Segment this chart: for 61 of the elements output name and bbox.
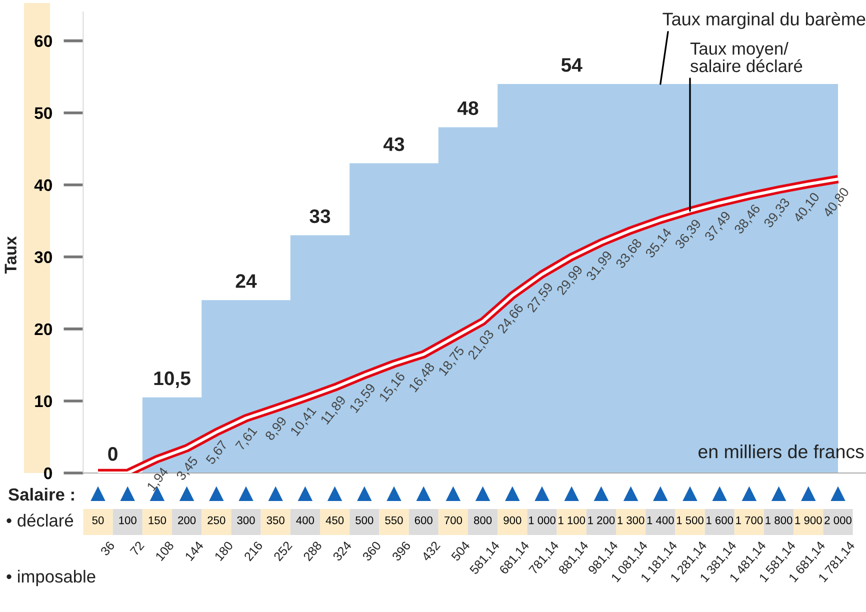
x-tick-label: 900 [504, 516, 522, 524]
data-label: 33 [310, 209, 330, 224]
x-tick-label: 1 900 [795, 516, 822, 524]
x-tick-label: 50 [92, 516, 104, 524]
x-tick-label: 500 [356, 516, 374, 524]
text: 252 [273, 540, 293, 562]
x-tick-label: 1 600 [706, 516, 734, 524]
text: 144 [184, 540, 204, 562]
text: • imposable [6, 570, 96, 586]
data-label: 48 [457, 101, 478, 116]
y-tick-label: 30 [34, 251, 52, 264]
y-tick-label: 10 [35, 395, 52, 408]
data-label: 24 [236, 274, 257, 288]
y-tick-label: 0 [44, 467, 52, 480]
x-tick-label: 1 400 [647, 516, 674, 524]
x-tick-label: 2 000 [824, 516, 852, 524]
annotation: en milliers de francs [698, 444, 864, 458]
text: 432 [420, 540, 441, 562]
text: 36 [100, 540, 116, 556]
text: • déclaré [6, 514, 74, 527]
y-tick-label: 40 [34, 179, 52, 192]
x-tick-label: 250 [208, 516, 226, 524]
text: 216 [244, 540, 264, 562]
data-label: 43 [383, 137, 404, 152]
y-axis-title: Taux [4, 236, 16, 274]
x-tick-label: 1 200 [588, 516, 615, 524]
x-tick-label: 1 100 [558, 516, 586, 524]
text: 108 [155, 540, 174, 562]
text: 324 [332, 540, 352, 562]
x-tick-label: 150 [148, 516, 166, 524]
y-tick-label: 20 [34, 323, 52, 336]
x-tick-label: 1 500 [676, 516, 704, 524]
text: Taux marginal du barème [662, 12, 866, 30]
x-tick-label: 1 000 [528, 516, 556, 524]
data-label: 54 [561, 58, 582, 72]
text: 180 [214, 540, 234, 562]
x-tick-label: 400 [296, 516, 314, 524]
x-tick-label: 1 700 [736, 516, 763, 524]
text: 504 [450, 540, 470, 562]
data-label: 10,5 [154, 371, 190, 388]
x-tick-label: 300 [237, 516, 255, 524]
data-label: 7,61 [235, 426, 259, 452]
text: 72 [130, 540, 144, 556]
data-label: 0 [108, 447, 118, 461]
x-tick-label: 550 [385, 516, 403, 524]
x-tick-label: 1 300 [618, 516, 644, 524]
x-tick-label: 700 [444, 516, 462, 524]
x-tick-label: 1 800 [766, 516, 792, 524]
x-tick-label: 350 [266, 516, 284, 524]
text: Salaire : [8, 488, 74, 501]
x-tick-label: 800 [474, 516, 492, 524]
y-tick-label: 60 [34, 35, 52, 48]
x-tick-label: 600 [414, 516, 432, 524]
y-tick-label: 50 [34, 107, 52, 120]
text: 396 [392, 540, 412, 562]
x-tick-label: 450 [326, 516, 344, 524]
x-tick-label: 100 [119, 516, 136, 524]
text: 360 [362, 540, 382, 562]
x-tick-label: 200 [178, 516, 196, 524]
text: 288 [302, 540, 322, 562]
text: Taux moyen/ salaire déclaré [690, 42, 802, 72]
